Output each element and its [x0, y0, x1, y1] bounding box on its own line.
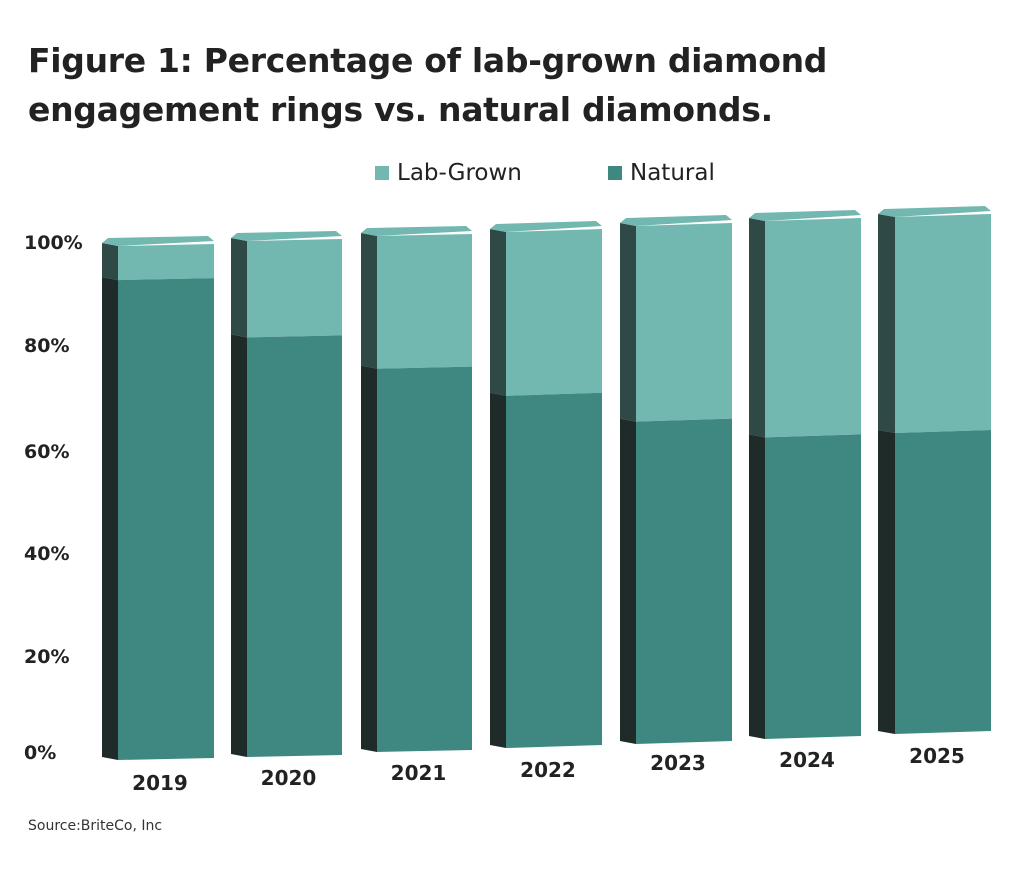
x-tick-label: 2019 — [132, 771, 188, 795]
y-tick-label: 0% — [24, 742, 56, 764]
x-tick-label: 2020 — [261, 766, 317, 790]
bar-segment-natural-2024 — [765, 434, 861, 739]
x-tick-label: 2021 — [391, 761, 447, 785]
y-tick-label: 80% — [24, 335, 69, 357]
bar-top-2021 — [361, 226, 472, 236]
bar-segment-lab-grown-2020 — [247, 239, 342, 338]
bar-segment-natural-2020 — [247, 335, 342, 757]
source-note: Source:BriteCo, Inc — [28, 818, 163, 834]
x-tick-label: 2024 — [779, 748, 835, 772]
bar-top-2023 — [620, 215, 732, 226]
bar-side-lab-grown-2022 — [490, 229, 506, 396]
bar-side-natural-2022 — [490, 392, 506, 748]
bar-segment-lab-grown-2023 — [636, 223, 732, 422]
bar-top-2022 — [490, 221, 602, 232]
bar-side-natural-2023 — [620, 418, 636, 744]
bar-segment-natural-2023 — [636, 418, 732, 744]
bar-segment-natural-2025 — [895, 429, 991, 734]
chart-legend: Lab-Grown Natural — [0, 156, 1030, 190]
chart-title: Figure 1: Percentage of lab-grown diamon… — [28, 36, 928, 134]
bar-side-natural-2019 — [102, 277, 118, 760]
legend-label-lab-grown: Lab-Grown — [397, 160, 522, 186]
bar-segment-lab-grown-2019 — [118, 244, 214, 281]
y-tick-label: 100% — [24, 232, 83, 254]
legend-item-lab-grown: Lab-Grown — [375, 156, 522, 190]
bar-segment-natural-2021 — [377, 366, 472, 752]
x-tick-label: 2023 — [650, 751, 706, 775]
x-tick-label: 2025 — [909, 744, 965, 768]
bar-segment-lab-grown-2022 — [506, 229, 602, 396]
bar-side-natural-2025 — [878, 429, 895, 734]
legend-label-natural: Natural — [630, 160, 715, 186]
legend-swatch-natural — [608, 166, 622, 180]
bar-side-natural-2024 — [749, 434, 765, 739]
bar-side-lab-grown-2021 — [361, 233, 377, 369]
legend-swatch-lab-grown — [375, 166, 389, 180]
bar-segment-natural-2019 — [118, 278, 214, 760]
y-tick-label: 20% — [24, 646, 69, 668]
bar-segment-lab-grown-2021 — [377, 234, 472, 369]
bar-side-natural-2020 — [231, 334, 247, 757]
bar-side-natural-2021 — [361, 365, 377, 752]
x-tick-label: 2022 — [520, 758, 576, 782]
bar-top-2025 — [878, 206, 991, 217]
bar-segment-lab-grown-2024 — [765, 218, 861, 438]
bar-top-2024 — [749, 210, 861, 221]
chart-title-line-2: engagement rings vs. natural diamonds. — [28, 90, 773, 129]
bar-top-2020 — [231, 231, 342, 241]
bar-side-lab-grown-2024 — [749, 218, 765, 438]
legend-item-natural: Natural — [608, 156, 715, 190]
bar-side-lab-grown-2025 — [878, 214, 895, 433]
bar-segment-lab-grown-2025 — [895, 214, 991, 433]
bar-side-lab-grown-2019 — [102, 243, 118, 281]
bar-side-lab-grown-2023 — [620, 223, 636, 422]
bar-segment-natural-2022 — [506, 392, 602, 748]
y-tick-label: 40% — [24, 543, 69, 565]
chart-title-line-1: Figure 1: Percentage of lab-grown diamon… — [28, 41, 828, 80]
bar-top-2019 — [102, 236, 214, 246]
bar-side-lab-grown-2020 — [231, 238, 247, 338]
y-tick-label: 60% — [24, 441, 69, 463]
